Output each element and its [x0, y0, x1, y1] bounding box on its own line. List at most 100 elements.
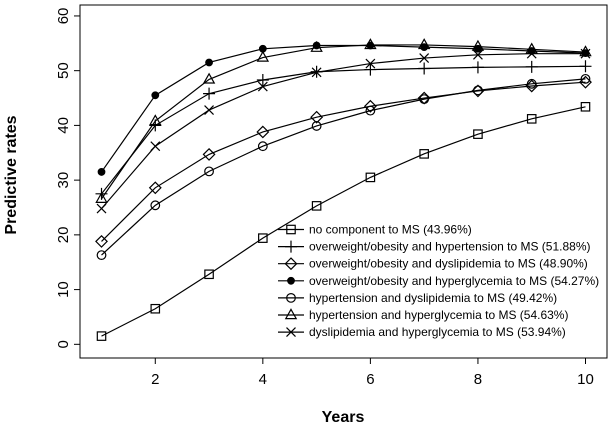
data-point-cross — [96, 203, 107, 214]
data-point-plus — [471, 61, 484, 74]
data-point-dot — [205, 58, 213, 67]
data-point-triangle — [364, 38, 377, 50]
series-7 — [96, 48, 591, 214]
data-point-cross — [473, 49, 483, 60]
data-point-diamond — [363, 99, 377, 113]
series-line — [101, 78, 586, 256]
legend-marker-triangle — [284, 308, 298, 320]
legend-item: hypertension and hyperglycemia to MS (54… — [278, 308, 568, 322]
x-tick-label: 4 — [259, 371, 267, 388]
series-5 — [96, 73, 591, 261]
data-point-plus — [418, 62, 431, 75]
data-point-square — [311, 201, 322, 211]
legend-marker-plus — [285, 240, 297, 253]
legend-item: hypertension and dyslipidemia to MS (49.… — [278, 291, 557, 305]
y-tick-label: 20 — [55, 227, 72, 244]
legend-item: overweight/obesity and dyslipidemia to M… — [278, 257, 588, 271]
x-tick-label: 2 — [151, 371, 159, 388]
legend-label: overweight/obesity and hypertension to M… — [309, 240, 591, 254]
data-point-triangle — [149, 114, 162, 126]
data-point-triangle — [310, 40, 323, 52]
data-point-square — [150, 303, 161, 314]
y-tick-label: 50 — [55, 62, 72, 79]
legend-item: overweight/obesity and hyperglycemia to … — [278, 274, 599, 288]
legend-marker-cross — [286, 327, 296, 338]
data-point-triangle — [256, 50, 270, 62]
data-point-cross — [257, 81, 268, 92]
legend-marker-diamond — [284, 257, 298, 271]
y-axis: 0 10 20 30 40 50 60 — [55, 8, 80, 348]
data-point-cross — [311, 67, 322, 78]
data-point-plus — [525, 60, 538, 73]
data-point-dot — [97, 168, 106, 176]
data-point-square — [258, 233, 268, 243]
x-tick-label: 8 — [474, 371, 482, 388]
data-point-circle — [419, 94, 430, 105]
data-point-diamond — [256, 125, 270, 139]
data-point-plus — [256, 73, 269, 86]
data-point-plus — [364, 63, 377, 76]
series-line — [101, 106, 586, 337]
legend-item: overweight/obesity and hypertension to M… — [278, 240, 591, 254]
legend-label: overweight/obesity and dyslipidemia to M… — [309, 257, 588, 271]
data-point-cross — [580, 48, 591, 59]
data-point-circle — [257, 141, 268, 152]
data-point-circle — [365, 105, 376, 116]
plot-frame — [79, 4, 608, 359]
data-point-triangle — [417, 38, 431, 50]
legend-marker-circle — [286, 293, 296, 303]
data-point-diamond — [202, 147, 216, 161]
data-point-circle — [580, 73, 591, 84]
y-tick-label: 10 — [55, 281, 72, 298]
series-line — [101, 44, 586, 173]
data-point-square — [204, 269, 214, 280]
x-tick-label: 10 — [577, 371, 594, 388]
y-tick-label: 60 — [55, 8, 72, 25]
legend-label: dyslipidemia and hyperglycemia to MS (53… — [309, 325, 566, 339]
series-layer — [95, 38, 592, 341]
series-line — [101, 81, 586, 242]
data-point-cross — [204, 105, 214, 116]
data-point-plus — [579, 60, 592, 73]
data-point-diamond — [95, 234, 108, 248]
x-tick-label: 6 — [366, 371, 374, 388]
legend-item: no component to MS (43.96%) — [278, 223, 472, 237]
legend-item: dyslipidemia and hyperglycemia to MS (53… — [278, 325, 566, 339]
data-point-cross — [365, 58, 376, 69]
data-point-cross — [526, 48, 537, 59]
data-point-square — [419, 149, 429, 159]
legend: no component to MS (43.96%) overweight/ob… — [278, 223, 599, 339]
data-point-diamond — [148, 181, 162, 195]
data-point-square — [365, 172, 376, 183]
y-tick-label: 0 — [55, 340, 72, 348]
data-point-circle — [96, 250, 107, 261]
legend-label: hypertension and dyslipidemia to MS (49.… — [309, 291, 557, 305]
legend-label: no component to MS (43.96%) — [309, 223, 472, 237]
y-axis-title: Predictive rates — [3, 115, 20, 234]
x-axis-title: Years — [322, 409, 365, 426]
series-3 — [95, 75, 592, 248]
legend-marker-dot — [287, 276, 295, 285]
y-tick-label: 40 — [55, 117, 72, 134]
data-point-circle — [150, 200, 161, 211]
x-axis: 2 4 6 8 10 — [151, 358, 594, 388]
legend-marker-square — [286, 224, 296, 235]
data-point-triangle — [95, 191, 108, 203]
data-point-circle — [526, 78, 537, 89]
data-point-square — [96, 331, 107, 341]
data-point-plus — [203, 87, 216, 100]
y-tick-label: 30 — [55, 172, 72, 189]
data-point-circle — [473, 85, 483, 96]
data-point-square — [526, 114, 537, 124]
series-line — [101, 65, 586, 195]
data-point-square — [580, 101, 591, 112]
data-point-triangle — [202, 72, 216, 84]
data-point-dot — [151, 91, 160, 100]
series-1 — [96, 101, 591, 341]
data-point-circle — [204, 166, 214, 177]
legend-label: overweight/obesity and hyperglycemia to … — [309, 274, 599, 288]
data-point-triangle — [471, 39, 485, 51]
legend-label: hypertension and hyperglycemia to MS (54… — [309, 308, 568, 322]
data-point-square — [473, 129, 483, 139]
